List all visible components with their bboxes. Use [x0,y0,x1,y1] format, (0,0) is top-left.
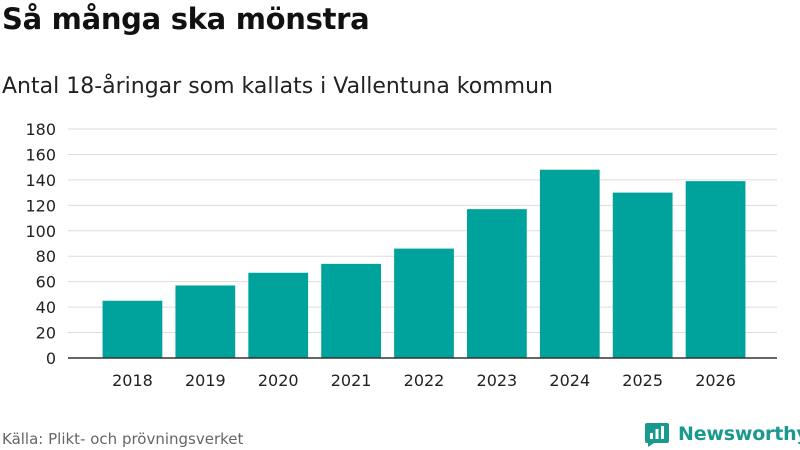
y-tick-label: 140 [25,171,56,190]
x-tick-label: 2022 [404,371,445,390]
bar-2026 [685,181,746,358]
y-tick-label: 60 [36,273,56,292]
y-tick-label: 180 [25,120,56,139]
bar-2018 [102,300,163,358]
bar-2024 [539,169,600,358]
x-tick-label: 2021 [331,371,372,390]
x-tick-label: 2019 [185,371,226,390]
chart-subtitle: Antal 18-åringar som kallats i Vallentun… [2,74,553,99]
chart-title: Så många ska mönstra [2,2,370,36]
bar-2023 [467,209,527,358]
y-tick-label: 40 [36,298,56,317]
x-tick-label: 2018 [112,371,153,390]
brand-logo: Newsworthy [644,421,800,447]
x-tick-label: 2025 [622,371,663,390]
x-tick-label: 2020 [258,371,299,390]
newsworthy-logo-icon [645,423,669,447]
bar-2021 [321,263,381,358]
y-tick-label: 160 [25,145,56,164]
y-tick-label: 80 [36,247,56,266]
y-tick-label: 120 [25,196,56,215]
bar-chart: 0 20 40 60 80 100 120 140 160 180 2018 2019 2020 2021… [25,120,777,390]
y-tick-label: 100 [25,222,56,241]
y-tick-label: 0 [46,349,56,368]
bar-2022 [394,248,454,358]
x-tick-label: 2024 [549,371,590,390]
x-tick-label: 2023 [477,371,518,390]
source-note: Källa: Plikt- och prövningsverket [2,430,244,448]
bar-2020 [248,272,309,358]
x-tick-label: 2026 [695,371,736,390]
y-tick-label: 20 [36,324,56,343]
brand-name: Newsworthy [678,423,800,445]
bar-2025 [612,192,673,358]
bar-2019 [175,285,236,358]
